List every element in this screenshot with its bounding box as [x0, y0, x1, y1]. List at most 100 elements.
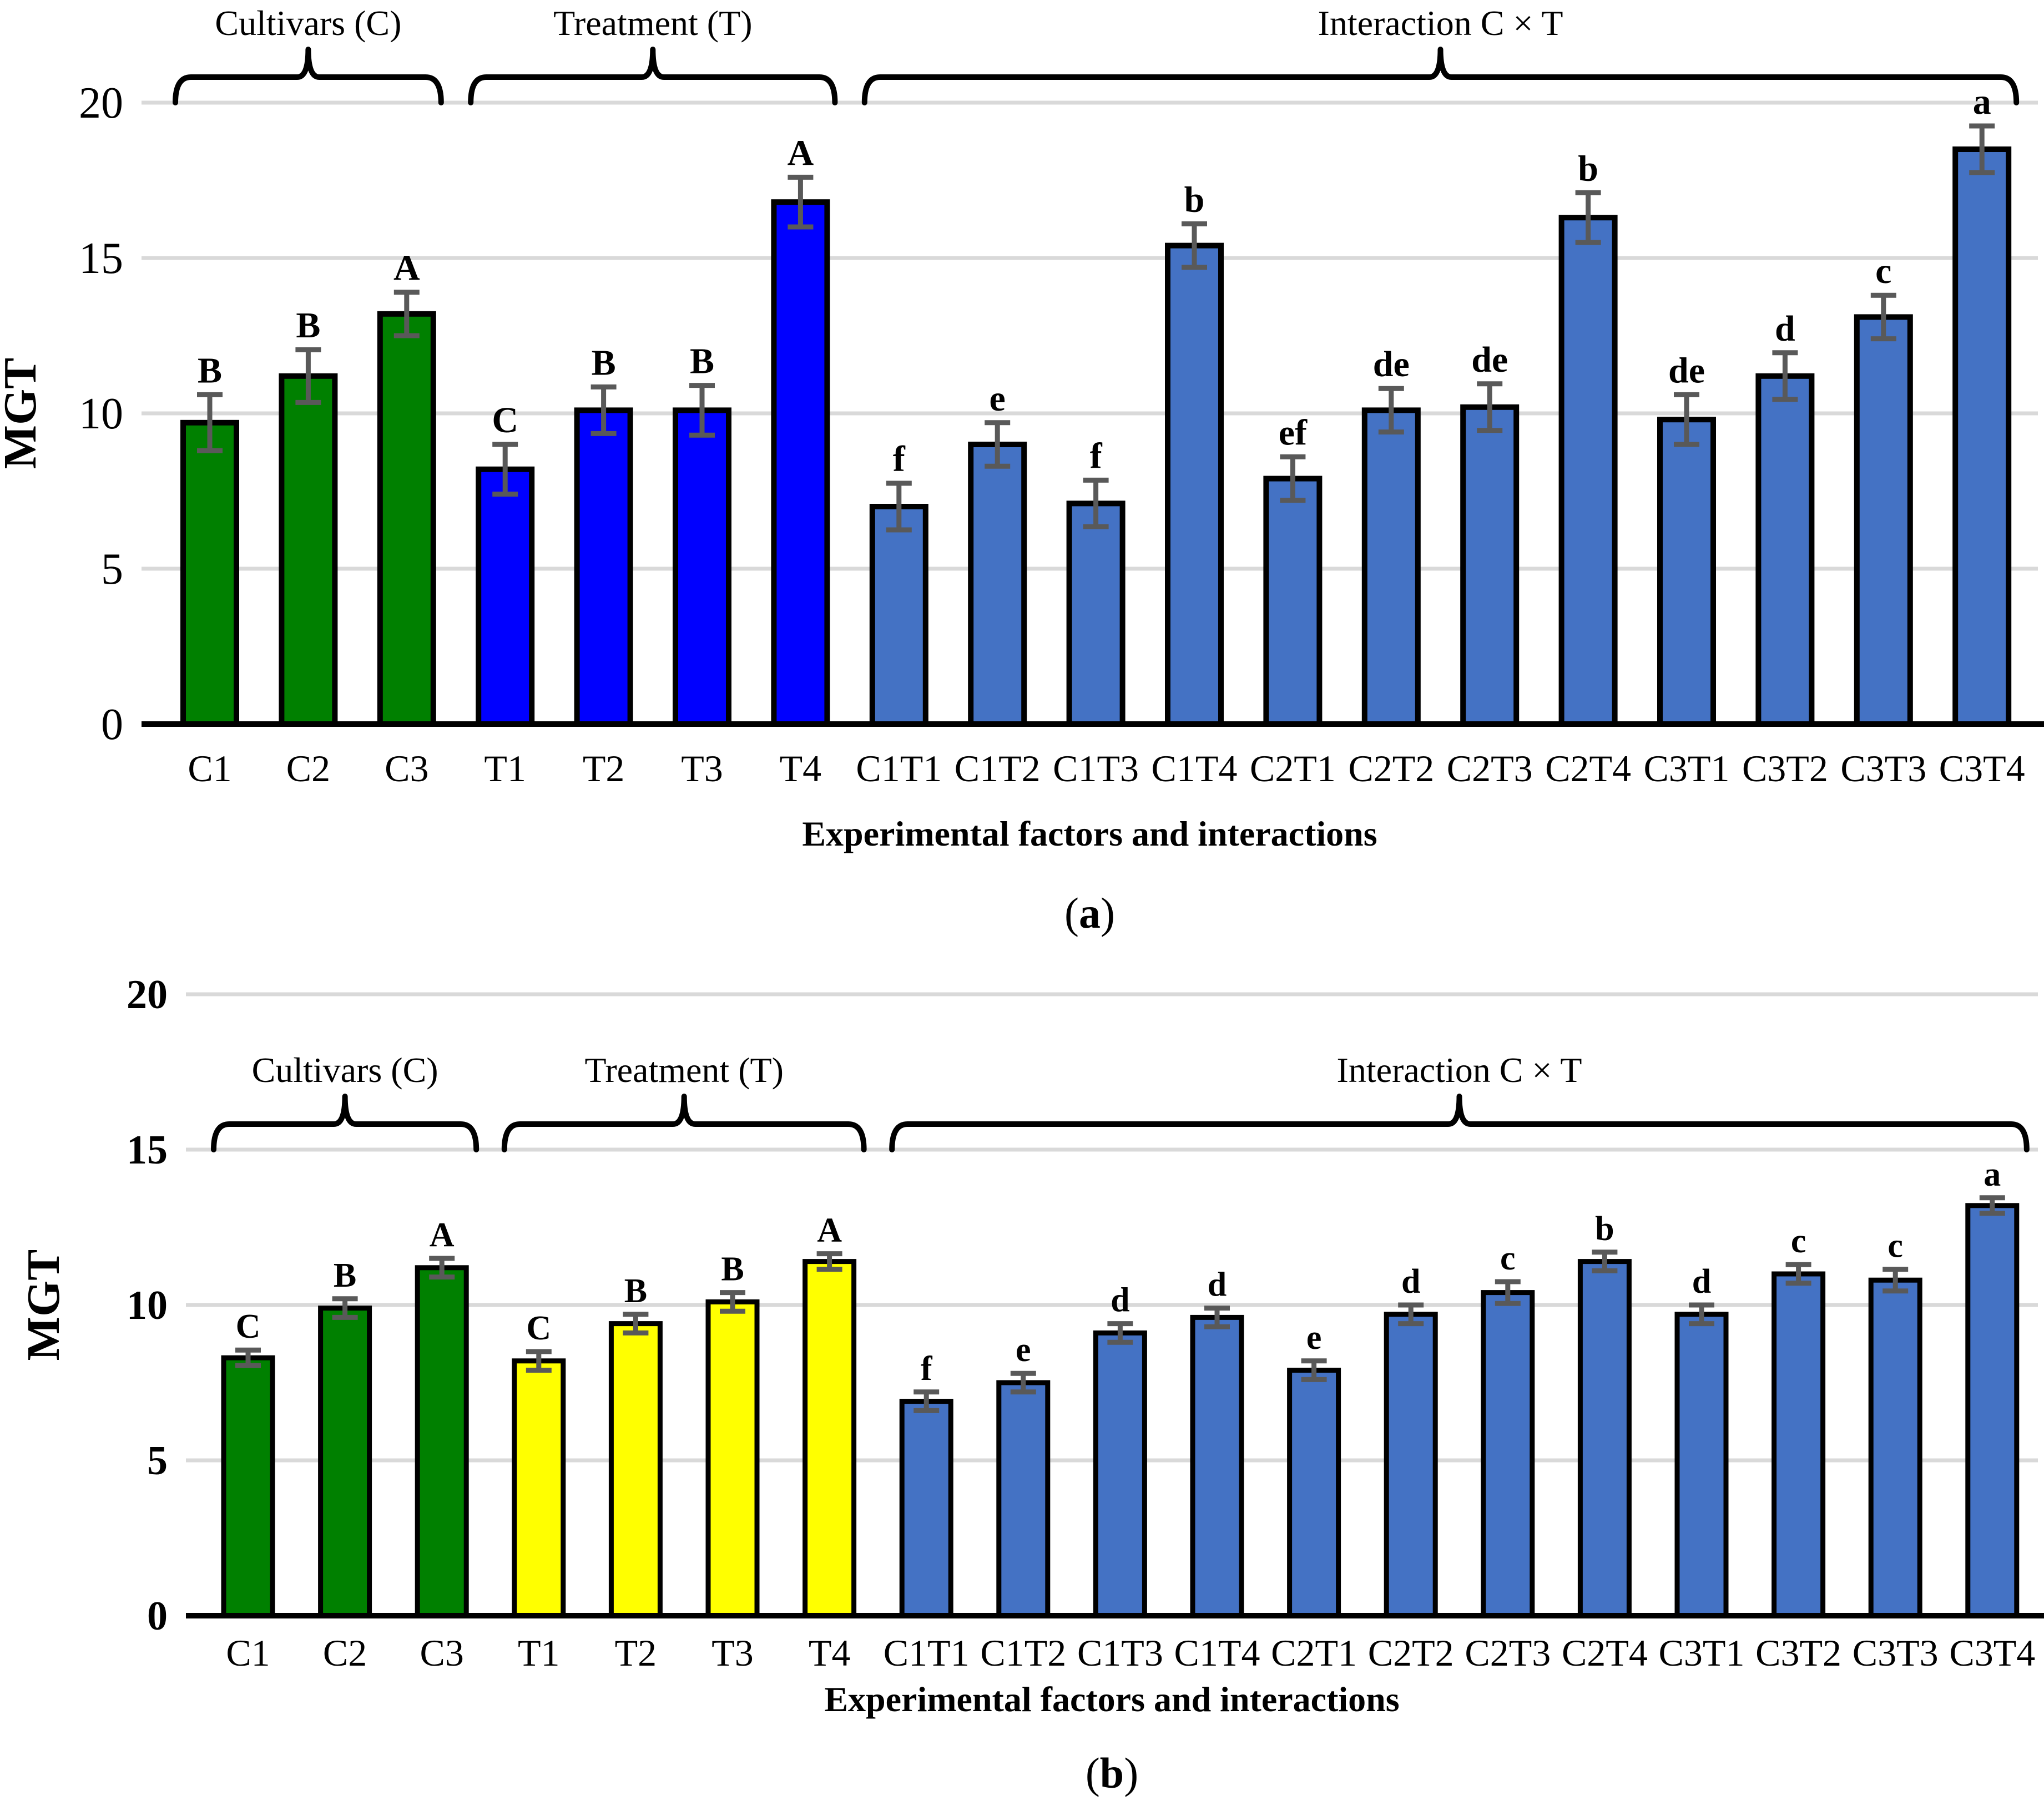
y-axis-title: MGT — [18, 1250, 69, 1361]
bar-C2T4 — [1577, 1259, 1632, 1618]
bar-C2T2 — [1361, 407, 1421, 727]
letter-T4: A — [788, 133, 814, 173]
bar-C1 — [180, 419, 239, 727]
x-tick-label-C1T1: C1T1 — [884, 1632, 970, 1674]
x-tick-label-C1T3: C1T3 — [1053, 747, 1139, 790]
group-label-2: Interaction C × T — [1337, 1050, 1582, 1090]
bar-C2 — [318, 1306, 372, 1618]
letter-T2: B — [624, 1272, 647, 1310]
letter-C1T4: b — [1184, 179, 1205, 220]
error-bar-C3T1 — [1674, 392, 1699, 447]
bar-C1T4 — [1165, 242, 1224, 727]
x-tick-label-C2T3: C2T3 — [1447, 747, 1533, 790]
error-bar-C3 — [393, 290, 420, 338]
x-tick-label-C1: C1 — [226, 1632, 270, 1674]
x-tick-label-C1T2: C1T2 — [980, 1632, 1066, 1674]
bar-C1 — [221, 1355, 275, 1618]
bar-C2T1 — [1287, 1368, 1341, 1618]
letter-C2: B — [296, 305, 320, 346]
bar-C3 — [377, 311, 436, 727]
x-tick-label-C3T1: C3T1 — [1644, 747, 1730, 790]
bar-C3T1 — [1657, 417, 1716, 727]
error-bar-C3T3 — [1883, 1267, 1909, 1294]
x-tick-label-C2: C2 — [286, 747, 330, 790]
error-bar-T2 — [591, 384, 617, 436]
group-label-0: Cultivars (C) — [215, 3, 401, 43]
error-bar-C3T4 — [1969, 123, 1995, 175]
bar-C2T3 — [1460, 404, 1520, 727]
group-brace-2 — [889, 1094, 2030, 1152]
error-bar-C2T2 — [1398, 1302, 1424, 1327]
group-brace-0 — [211, 1094, 480, 1152]
error-bar-C2T1 — [1301, 1358, 1327, 1382]
error-bar-T1 — [492, 442, 518, 497]
letter-C1T4: d — [1208, 1266, 1227, 1304]
error-bar-C2T3 — [1495, 1279, 1521, 1306]
x-tick-label-C3: C3 — [385, 747, 428, 790]
y-tick-label-5: 5 — [101, 545, 123, 594]
error-bar-T3 — [689, 383, 715, 438]
x-tick-label-C3T3: C3T3 — [1840, 747, 1926, 790]
error-bar-C1T2 — [1010, 1370, 1036, 1395]
x-tick-label-C2T4: C2T4 — [1562, 1632, 1648, 1674]
y-tick-label-10: 10 — [127, 1283, 168, 1328]
error-bar-C1T2 — [985, 420, 1011, 469]
bar-C3T3 — [1868, 1277, 1922, 1618]
x-tick-label-T4: T4 — [809, 1632, 851, 1674]
x-tick-label-T3: T3 — [681, 747, 723, 790]
bar-C3T2 — [1772, 1271, 1826, 1618]
letter-T4: A — [817, 1212, 842, 1250]
letter-C2T2: d — [1401, 1263, 1420, 1301]
letter-C2T4: b — [1578, 148, 1598, 189]
x-tick-label-T1: T1 — [518, 1632, 560, 1674]
y-axis-title: MGT — [0, 358, 46, 469]
x-tick-label-C2T1: C2T1 — [1271, 1632, 1357, 1674]
y-tick-label-20: 20 — [127, 972, 168, 1018]
bar-C3T4 — [1952, 146, 2012, 727]
group-brace-1 — [501, 1094, 867, 1152]
x-tick-label-C1: C1 — [188, 747, 231, 790]
error-bar-C1T4 — [1182, 221, 1207, 270]
letter-C3T1: d — [1692, 1263, 1711, 1301]
x-tick-label-C3T4: C3T4 — [1939, 747, 2025, 790]
bar-T1 — [512, 1358, 566, 1618]
letter-C3T3: c — [1887, 1227, 1903, 1265]
x-tick-label-C2: C2 — [323, 1632, 367, 1674]
letter-C3T4: a — [1973, 82, 1991, 122]
x-tick-label-C2T4: C2T4 — [1545, 747, 1631, 790]
letter-C3T2: d — [1775, 308, 1795, 349]
y-tick-label-10: 10 — [79, 389, 123, 438]
error-bar-T4 — [816, 1251, 842, 1272]
y-tick-label-15: 15 — [127, 1127, 168, 1173]
letter-C2: B — [334, 1257, 356, 1294]
bar-T3 — [705, 1299, 760, 1618]
error-bar-C1T4 — [1204, 1306, 1230, 1329]
letter-T1: C — [492, 400, 518, 441]
x-tick-label-C2T2: C2T2 — [1368, 1632, 1454, 1674]
letter-T3: B — [690, 341, 714, 382]
bar-C1T3 — [1093, 1330, 1147, 1618]
letter-T2: B — [592, 342, 616, 383]
group-label-1: Treatment (T) — [553, 3, 752, 43]
x-tick-label-C3T4: C3T4 — [1949, 1632, 2035, 1674]
letter-C2T2: de — [1373, 344, 1410, 385]
error-bar-T1 — [526, 1349, 552, 1373]
bar-C3T3 — [1854, 314, 1913, 727]
error-bar-C2T4 — [1592, 1250, 1618, 1273]
error-bar-T4 — [788, 174, 814, 230]
letter-T1: C — [526, 1309, 551, 1347]
group-label-0: Cultivars (C) — [252, 1050, 438, 1090]
letter-T3: B — [721, 1251, 744, 1288]
x-tick-label-C3T2: C3T2 — [1755, 1632, 1841, 1674]
bar-T2 — [608, 1321, 663, 1618]
letter-C1T1: f — [893, 439, 906, 479]
x-tick-label-C2T3: C2T3 — [1465, 1632, 1551, 1674]
bar-T4 — [803, 1259, 857, 1618]
x-tick-label-C1T4: C1T4 — [1152, 747, 1238, 790]
bar-C1T4 — [1190, 1314, 1244, 1618]
error-bar-C2T2 — [1378, 386, 1404, 435]
x-tick-label-C3T1: C3T1 — [1659, 1632, 1745, 1674]
error-bar-C3T2 — [1772, 350, 1798, 402]
letter-C3T4: a — [1984, 1156, 2001, 1193]
